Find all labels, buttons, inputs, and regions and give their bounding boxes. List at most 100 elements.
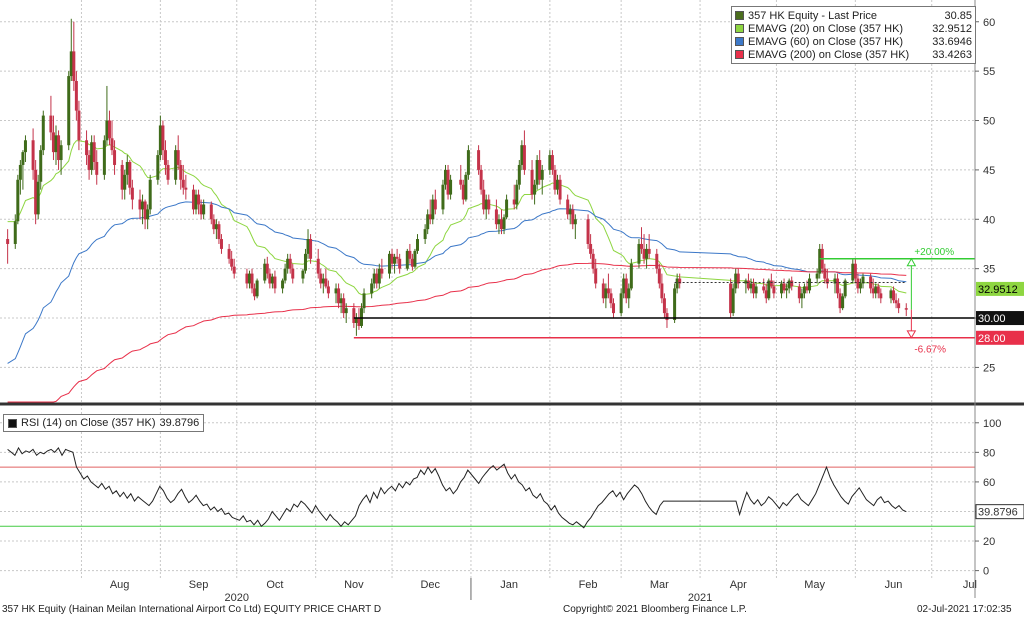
candle-body xyxy=(594,268,598,284)
month-tick-label: Jan xyxy=(500,579,518,591)
candle-body xyxy=(13,221,17,244)
axis-tag-30: 30.00 xyxy=(978,313,1006,325)
legend-series-name: EMAVG (60) on Close (357 HK) xyxy=(748,35,904,48)
candle-body xyxy=(334,288,338,294)
rsi-tick-label: 80 xyxy=(983,447,995,459)
candle-body xyxy=(612,303,616,314)
candle-body xyxy=(339,298,343,304)
candle-body xyxy=(120,164,124,190)
candle-body xyxy=(344,308,348,314)
candle-body xyxy=(673,288,677,321)
candle-body xyxy=(571,209,575,225)
candle-body xyxy=(441,184,445,210)
candle-body xyxy=(301,270,305,279)
candle-body xyxy=(780,283,784,294)
candle-body xyxy=(464,174,468,200)
candle-body xyxy=(530,169,534,195)
candle-body xyxy=(49,115,53,133)
candle-body xyxy=(405,250,409,269)
candle-body xyxy=(230,258,234,267)
candle-body xyxy=(102,140,106,175)
candle-body xyxy=(354,318,358,323)
ema-200-line xyxy=(7,262,907,403)
down-arrow-head xyxy=(906,330,917,339)
candle-body xyxy=(281,280,285,289)
candle-body xyxy=(461,184,465,200)
candle-body xyxy=(72,51,76,82)
candle-body xyxy=(191,189,195,210)
legend-series-name: 357 HK Equity - Last Price xyxy=(748,9,878,22)
candle-body xyxy=(250,273,254,289)
candle-body xyxy=(782,283,786,291)
candle-body xyxy=(143,201,147,220)
month-tick-label: Jul xyxy=(963,579,977,591)
legend-swatch xyxy=(735,50,744,59)
candle-body xyxy=(59,145,63,161)
footer-copyright: Copyright© 2021 Bloomberg Finance L.P. xyxy=(563,604,747,615)
candle-body xyxy=(568,209,572,215)
candle-body xyxy=(431,199,435,220)
candle-body xyxy=(273,276,277,289)
candle-body xyxy=(377,268,381,284)
candle-body xyxy=(194,194,198,210)
candle-body xyxy=(904,308,908,310)
candle-body xyxy=(838,293,842,309)
candle-body xyxy=(833,278,837,284)
candle-body xyxy=(752,283,756,294)
legend-series-value: 33.4263 xyxy=(932,48,972,61)
candle-body xyxy=(662,298,666,314)
rsi-tick-label: 100 xyxy=(983,418,1001,430)
candle-body xyxy=(836,278,840,294)
candle-body xyxy=(466,150,470,175)
annotation-up-pct: +20.00% xyxy=(914,247,954,258)
candle-body xyxy=(227,248,231,259)
candle-body xyxy=(90,142,94,170)
candlesticks xyxy=(6,18,908,336)
candle-body xyxy=(268,273,272,284)
rsi-axis-tag: 39.8796 xyxy=(978,507,1018,519)
candle-body xyxy=(746,280,750,289)
candle-body xyxy=(179,164,183,180)
candle-body xyxy=(166,164,170,180)
legend-swatch xyxy=(8,418,17,428)
rsi-tick-label: 20 xyxy=(983,536,995,548)
candle-body xyxy=(550,155,554,170)
legend-series-value: 33.6946 xyxy=(932,35,972,48)
candle-body xyxy=(372,273,376,284)
candle-body xyxy=(433,199,437,210)
candle-body xyxy=(889,290,893,299)
candle-body xyxy=(500,219,504,230)
candle-body xyxy=(591,253,595,269)
candle-body xyxy=(202,204,206,215)
candle-body xyxy=(876,286,880,294)
candle-body xyxy=(232,266,236,274)
candle-body xyxy=(288,258,292,269)
candle-body xyxy=(375,273,379,284)
candle-body xyxy=(785,288,789,291)
ema-20-line xyxy=(7,140,907,296)
candle-body xyxy=(797,286,801,299)
candle-body xyxy=(428,214,432,220)
legend-entry: EMAVG (20) on Close (357 HK) 32.9512 xyxy=(735,22,972,35)
candle-body xyxy=(398,258,402,269)
rsi-grid xyxy=(0,422,975,572)
candle-body xyxy=(125,162,129,175)
candle-body xyxy=(540,169,544,180)
candle-body xyxy=(841,296,845,309)
candle-body xyxy=(253,288,257,297)
candle-body xyxy=(255,280,259,297)
candle-body xyxy=(359,308,363,326)
candle-body xyxy=(629,263,633,289)
candle-body xyxy=(645,248,649,259)
year-tick-label: 2021 xyxy=(688,592,712,604)
candle-body xyxy=(619,293,623,314)
price-legend: 357 HK Equity - Last Price 30.85 EMAVG (… xyxy=(731,6,976,64)
candle-body xyxy=(426,214,430,230)
rsi-line xyxy=(7,446,907,529)
candle-body xyxy=(410,258,414,267)
candle-body xyxy=(34,169,38,215)
candle-body xyxy=(642,248,646,259)
candle-body xyxy=(113,150,117,165)
candle-body xyxy=(764,290,768,299)
candle-body xyxy=(624,278,628,299)
